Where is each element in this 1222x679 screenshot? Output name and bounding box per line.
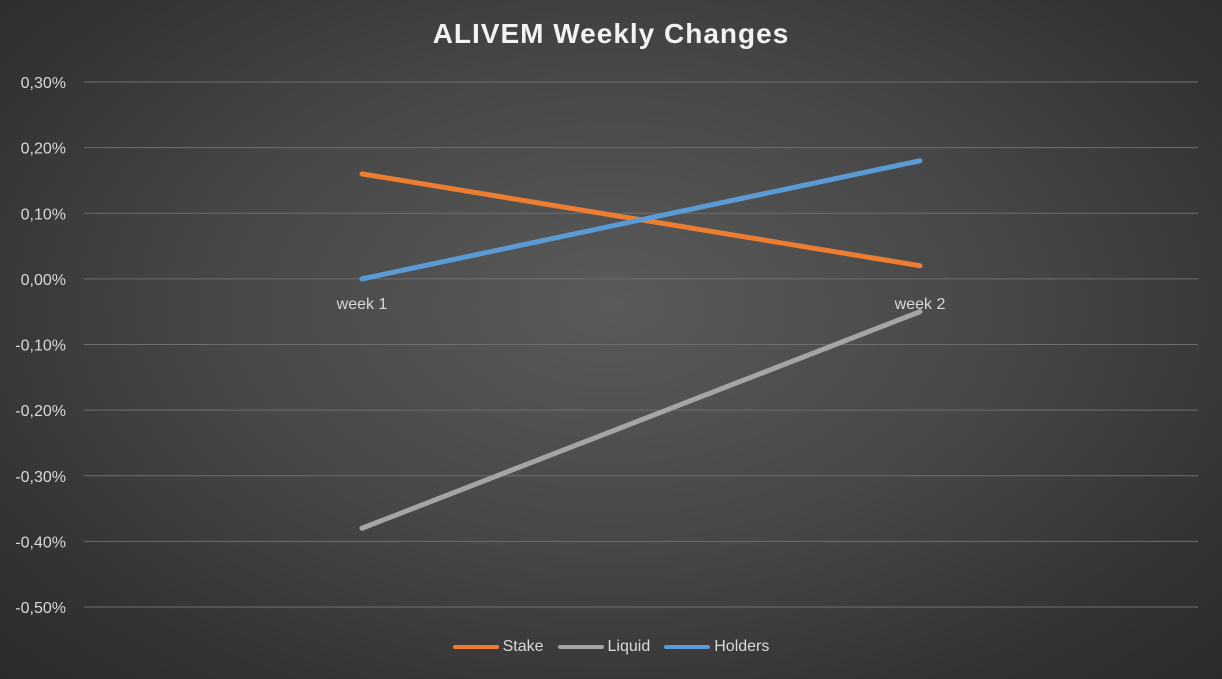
y-tick-label: -0,30% [15, 469, 66, 486]
chart-title: ALIVEM Weekly Changes [432, 18, 790, 49]
legend-item-liquid: Liquid [557, 638, 651, 656]
legend-item-stake: Stake [452, 638, 544, 656]
y-tick-label: -0,10% [15, 338, 66, 355]
legend-label: Liquid [607, 638, 651, 655]
legend-item-holders: Holders [664, 638, 769, 656]
legend-swatch [452, 645, 499, 649]
y-tick-label: -0,40% [15, 534, 66, 551]
y-tick-label: 0,20% [21, 141, 66, 158]
series-line-liquid [359, 309, 923, 531]
x-category-label: week 2 [894, 296, 946, 313]
y-tick-label: -0,50% [15, 600, 66, 617]
legend-swatch [664, 645, 711, 649]
y-tick-label: 0,10% [21, 206, 66, 223]
legend-label: Holders [714, 638, 770, 655]
y-tick-label: 0,00% [21, 272, 66, 289]
series-line-holders [359, 158, 923, 282]
x-category-label: week 1 [336, 296, 388, 313]
y-tick-label: 0,30% [21, 75, 66, 92]
y-tick-label: -0,20% [15, 403, 66, 420]
chart-legend: Stake Liquid Holders [0, 638, 1222, 656]
legend-swatch [557, 645, 604, 649]
legend-label: Stake [502, 638, 544, 655]
